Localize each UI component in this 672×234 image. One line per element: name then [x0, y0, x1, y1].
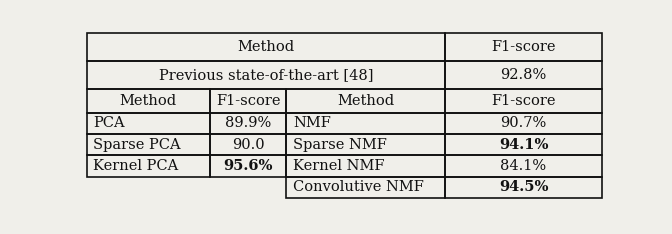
Bar: [286, 89, 445, 113]
Text: Method: Method: [120, 94, 177, 108]
Bar: [210, 155, 286, 176]
Text: F1-score: F1-score: [491, 94, 556, 108]
Text: 84.1%: 84.1%: [501, 159, 546, 173]
Bar: [445, 176, 602, 198]
Bar: [445, 33, 602, 61]
Bar: [286, 155, 445, 176]
Bar: [445, 155, 602, 176]
Bar: [445, 61, 602, 89]
Text: NMF: NMF: [293, 116, 331, 130]
Text: Method: Method: [237, 40, 294, 55]
Text: 92.8%: 92.8%: [501, 68, 547, 82]
Text: Sparse PCA: Sparse PCA: [93, 138, 181, 152]
Bar: [87, 113, 210, 134]
Text: 94.1%: 94.1%: [499, 138, 548, 152]
Bar: [286, 176, 445, 198]
Text: 94.5%: 94.5%: [499, 180, 548, 194]
Text: Convolutive NMF: Convolutive NMF: [293, 180, 424, 194]
Bar: [286, 134, 445, 155]
Bar: [87, 155, 210, 176]
Text: Sparse NMF: Sparse NMF: [293, 138, 386, 152]
Bar: [87, 134, 210, 155]
Text: Method: Method: [337, 94, 394, 108]
Text: Previous state-of-the-art [48]: Previous state-of-the-art [48]: [159, 68, 373, 82]
Bar: [445, 134, 602, 155]
Text: Kernel NMF: Kernel NMF: [293, 159, 384, 173]
Bar: [87, 61, 445, 89]
Bar: [210, 113, 286, 134]
Text: 95.6%: 95.6%: [223, 159, 273, 173]
Text: 90.0: 90.0: [232, 138, 264, 152]
Text: Kernel PCA: Kernel PCA: [93, 159, 179, 173]
Text: F1-score: F1-score: [216, 94, 280, 108]
Text: 90.7%: 90.7%: [501, 116, 547, 130]
Text: F1-score: F1-score: [491, 40, 556, 55]
Bar: [286, 113, 445, 134]
Bar: [87, 89, 210, 113]
Bar: [445, 89, 602, 113]
Text: 89.9%: 89.9%: [225, 116, 271, 130]
Bar: [445, 113, 602, 134]
Bar: [87, 33, 445, 61]
Text: PCA: PCA: [93, 116, 125, 130]
Bar: [210, 134, 286, 155]
Bar: [210, 89, 286, 113]
